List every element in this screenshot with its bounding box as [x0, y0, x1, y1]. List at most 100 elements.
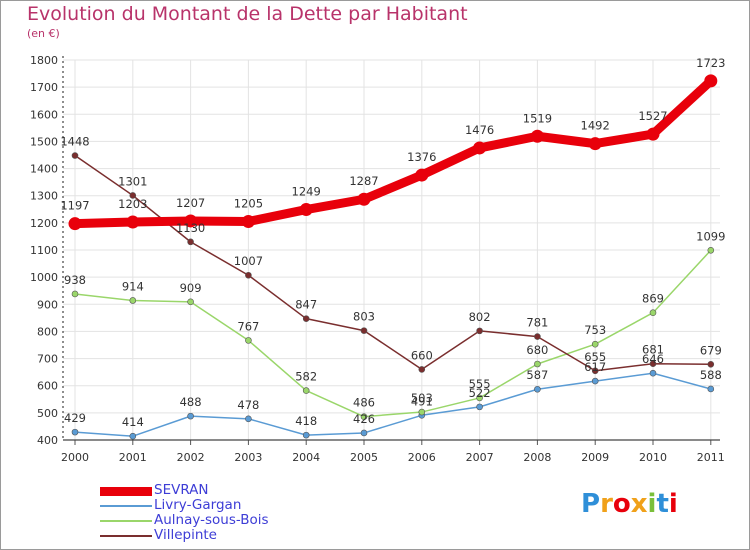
legend: SEVRAN Livry-Gargan Aulnay-sous-Bois Vil… [100, 482, 360, 544]
logo-letter: i [647, 489, 657, 519]
data-point-aulnay-sous-bois [591, 340, 599, 348]
data-point-aulnay-sous-bois [245, 337, 252, 344]
data-point-sevran [588, 137, 602, 151]
data-label-sevran: 1376 [407, 150, 436, 164]
series-line-sevran [70, 76, 716, 229]
data-label-livry-gargan: 587 [526, 368, 548, 382]
data-label-sevran: 1287 [349, 174, 378, 188]
legend-swatch-sevran [100, 487, 152, 496]
legend-label-sevran: SEVRAN [154, 482, 209, 498]
y-tick-label: 700 [37, 353, 58, 366]
legend-item-villepinte: Villepinte [100, 527, 360, 544]
data-label-sevran: 1527 [638, 109, 667, 123]
data-label-aulnay-sous-bois: 680 [526, 343, 548, 357]
data-point-sevran [241, 215, 255, 228]
data-label-villepinte: 1130 [176, 221, 205, 235]
data-label-sevran: 1197 [60, 199, 89, 213]
data-label-aulnay-sous-bois: 582 [295, 370, 317, 384]
data-label-villepinte: 660 [411, 348, 433, 362]
y-tick-label: 800 [37, 325, 58, 338]
x-tick-label: 2010 [639, 451, 667, 464]
data-point-sevran [704, 74, 718, 88]
data-point-villepinte [707, 360, 715, 368]
x-tick-label: 2001 [119, 451, 147, 464]
data-point-livry-gargan [245, 415, 252, 423]
data-label-villepinte: 803 [353, 310, 375, 324]
data-label-aulnay-sous-bois: 555 [469, 377, 491, 391]
data-point-aulnay-sous-bois [534, 360, 541, 368]
legend-label-aulnay-sous-bois: Aulnay-sous-Bois [154, 512, 269, 528]
data-point-livry-gargan [591, 377, 599, 385]
logo-letter: x [630, 489, 648, 519]
legend-swatch-villepinte [100, 535, 152, 537]
y-tick-label: 1300 [30, 190, 58, 203]
data-point-sevran [646, 127, 660, 141]
data-point-aulnay-sous-bois [649, 309, 657, 317]
data-point-aulnay-sous-bois [476, 394, 483, 402]
legend-label-villepinte: Villepinte [154, 527, 217, 543]
data-label-livry-gargan: 418 [295, 414, 317, 428]
data-label-livry-gargan: 478 [237, 398, 259, 412]
x-tick-label: 2003 [234, 451, 262, 464]
series-line-villepinte [74, 154, 712, 372]
data-point-sevran [357, 192, 371, 206]
series-line-livry-gargan [74, 372, 712, 437]
data-point-villepinte [649, 360, 657, 368]
x-tick-label: 2006 [408, 451, 436, 464]
data-point-villepinte [534, 333, 541, 340]
data-label-sevran: 1203 [118, 197, 147, 211]
data-label-livry-gargan: 646 [642, 352, 664, 366]
data-point-aulnay-sous-bois [418, 408, 426, 416]
y-tick-label: 500 [37, 407, 58, 420]
y-tick-label: 400 [37, 434, 58, 447]
data-point-livry-gargan [534, 385, 541, 393]
data-point-sevran [530, 129, 544, 143]
data-point-livry-gargan [187, 412, 194, 420]
legend-swatch-livry-gargan [100, 505, 152, 507]
legend-label-livry-gargan: Livry-Gargan [154, 497, 242, 513]
data-point-livry-gargan [360, 429, 368, 437]
data-label-aulnay-sous-bois: 914 [122, 279, 144, 293]
logo-letter: t [656, 489, 669, 519]
data-point-villepinte [71, 152, 79, 159]
data-label-villepinte: 679 [700, 343, 722, 357]
data-label-aulnay-sous-bois: 486 [353, 396, 375, 410]
data-label-villepinte: 847 [295, 298, 317, 312]
data-label-sevran: 1249 [292, 185, 321, 199]
data-label-villepinte: 1007 [234, 254, 263, 268]
x-tick-label: 2004 [292, 451, 320, 464]
y-tick-label: 1800 [30, 54, 58, 67]
data-point-aulnay-sous-bois [71, 290, 79, 298]
data-point-villepinte [418, 366, 426, 373]
data-label-aulnay-sous-bois: 909 [180, 281, 202, 295]
y-tick-label: 1600 [30, 108, 58, 121]
data-point-sevran [299, 203, 313, 217]
data-point-aulnay-sous-bois [707, 246, 715, 254]
legend-item-livry-gargan: Livry-Gargan [100, 497, 360, 514]
data-point-livry-gargan [129, 432, 137, 440]
data-point-villepinte [245, 271, 252, 279]
x-tick-label: 2007 [466, 451, 494, 464]
data-label-livry-gargan: 617 [584, 360, 606, 374]
data-point-aulnay-sous-bois [360, 413, 368, 420]
logo-letter: r [600, 489, 613, 519]
data-label-livry-gargan: 588 [700, 368, 722, 382]
x-tick-label: 2011 [697, 451, 725, 464]
data-label-aulnay-sous-bois: 753 [584, 323, 606, 337]
y-tick-label: 1100 [30, 244, 58, 257]
data-label-livry-gargan: 426 [353, 412, 375, 426]
data-point-sevran [473, 141, 487, 155]
data-label-sevran: 1519 [523, 111, 552, 125]
logo-letter: i [668, 489, 678, 519]
data-label-sevran: 1723 [696, 56, 725, 70]
data-point-livry-gargan [707, 385, 715, 393]
data-point-sevran [184, 214, 198, 228]
data-label-villepinte: 681 [642, 343, 664, 357]
data-label-villepinte: 781 [526, 316, 548, 330]
data-label-livry-gargan: 488 [180, 395, 202, 409]
series-line-aulnay-sous-bois [74, 249, 712, 418]
data-point-livry-gargan [71, 428, 79, 436]
proxiti-logo: Proxiti [581, 489, 678, 519]
data-point-villepinte [360, 327, 368, 334]
